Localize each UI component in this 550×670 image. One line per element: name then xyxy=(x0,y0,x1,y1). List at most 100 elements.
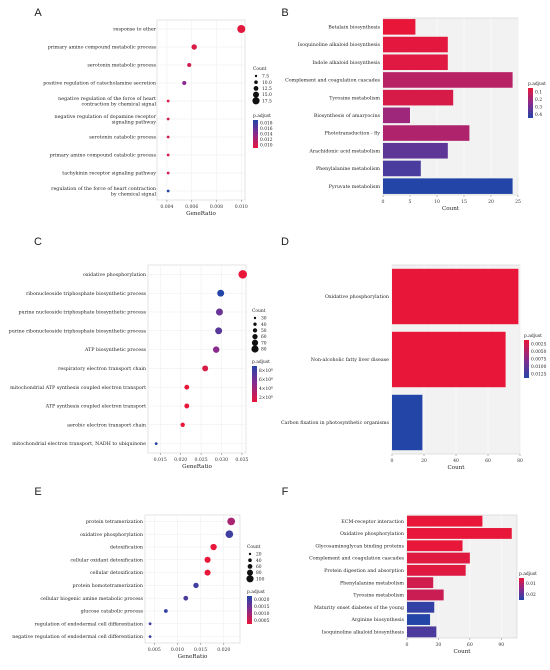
category-label: mitochondrial electron transport, NADH t… xyxy=(12,441,146,447)
bar xyxy=(383,142,448,159)
x-axis-title-e: GeneRatio xyxy=(178,654,208,660)
bar xyxy=(407,589,444,601)
x-tick-label: 30 xyxy=(435,642,441,648)
data-point xyxy=(187,62,192,68)
bar xyxy=(407,552,470,564)
size-legend-dot xyxy=(251,345,259,353)
size-legend-dot xyxy=(247,569,253,576)
data-point xyxy=(227,517,236,526)
x-tick-label: 0 xyxy=(391,458,394,464)
data-point xyxy=(204,556,211,563)
size-legend-label: 40 xyxy=(261,323,267,328)
size-legend-label: 80 xyxy=(256,571,262,576)
x-tick-label: 0 xyxy=(406,642,409,648)
x-tick-label: 0.010 xyxy=(171,647,184,653)
x-axis-title-d: Count xyxy=(447,465,465,471)
category-label: mitochondrial ATP synthesis coupled elec… xyxy=(10,385,146,391)
category-label: Tyrosine metabolism xyxy=(353,593,404,599)
panel-c: C 0.015 0.020 0.025 0.030 0.035 GeneRatio oxida… xyxy=(9,236,273,470)
data-point xyxy=(238,270,247,279)
bar xyxy=(392,268,519,325)
category-label: purine nucleoside triphosphate biosynthe… xyxy=(18,310,146,316)
x-tick-label: 0.010 xyxy=(235,204,248,210)
category-label: Isoquinoline alkaloid biosynthesis xyxy=(322,629,405,635)
category-label: ECM-receptor interaction xyxy=(341,519,404,525)
category-label: cellular oxidant detoxification xyxy=(70,557,143,563)
x-tick-label: 10 xyxy=(434,199,440,205)
data-point xyxy=(191,44,197,50)
panel-label-a: A xyxy=(34,7,42,19)
data-point xyxy=(180,422,185,427)
data-point xyxy=(166,99,170,103)
size-legend-dot xyxy=(252,328,258,333)
data-point xyxy=(184,403,190,409)
bar xyxy=(383,178,513,194)
category-label: tachykinin receptor signaling pathway xyxy=(62,171,156,177)
x-axis-title-c: GeneRatio xyxy=(182,464,212,470)
color-legend-title-a: p.adjust xyxy=(253,114,271,119)
category-label: respiratory electron transport chain xyxy=(58,366,146,372)
category-label: serotonin metabolic process xyxy=(87,63,156,69)
category-label: ATP synthesis coupled electron transport xyxy=(45,404,146,410)
color-legend-tick: 0.3 xyxy=(535,105,542,110)
category-label: purine ribonucleoside triphosphate biosy… xyxy=(9,328,147,334)
bar xyxy=(407,577,434,589)
data-point xyxy=(210,543,217,551)
size-legend-dot xyxy=(248,552,252,556)
x-tick-label: 0.025 xyxy=(195,457,208,463)
data-point xyxy=(166,171,170,175)
category-label: ATP biosynthetic process xyxy=(84,347,147,353)
bar xyxy=(407,564,466,576)
size-legend-label: 15.0 xyxy=(262,93,272,98)
category-label: Protein digestion and absorption xyxy=(324,568,404,574)
size-legend-dot xyxy=(253,316,257,320)
x-tick-label: 0.006 xyxy=(185,204,198,210)
size-legend-label: 100 xyxy=(256,577,265,582)
color-legend-title-d: p.adjust xyxy=(524,334,542,339)
bar xyxy=(383,89,454,106)
bar xyxy=(392,394,423,451)
x-tick-label: 0.020 xyxy=(174,457,187,463)
panel-label-d: D xyxy=(281,236,289,248)
x-tick-label: 0.008 xyxy=(210,204,223,210)
category-label: negative regulation of endodermal cell d… xyxy=(12,634,143,640)
category-label: Pyruvate metabolism xyxy=(329,184,381,190)
x-axis-title-f: Count xyxy=(453,649,471,655)
category-label: negative regulation of the force of hear… xyxy=(58,96,156,107)
plot-area-c xyxy=(147,264,247,454)
category-label: Phenylalanine metabolism xyxy=(316,166,380,172)
data-point xyxy=(166,117,170,121)
color-legend-title-e: p.adjust xyxy=(247,590,265,595)
color-legend-tick: 2×10⁸ xyxy=(259,395,273,401)
category-label: Isoquinoline alkaloid biosynthesis xyxy=(298,42,381,48)
size-legend-dot xyxy=(247,564,253,569)
x-tick-label: 0.015 xyxy=(194,647,207,653)
color-legend-tick: 0.0015 xyxy=(254,605,270,610)
category-label: Phototransduction - fly xyxy=(324,131,380,137)
category-label: Oxidative phosphorylation xyxy=(340,531,404,537)
category-label: Complement and coagulation cascades xyxy=(309,556,404,562)
x-tick-label: 0.030 xyxy=(215,457,228,463)
panel-d: D 0 20 40 60 80 Count Oxidative phosphorylation… xyxy=(281,236,547,471)
bar xyxy=(383,36,448,53)
bar xyxy=(407,515,483,527)
panel-a: A 0.004 0.006 0.008 0.010 GeneRatio response t… xyxy=(34,7,272,217)
category-label-line: regulation of the force of heart contrac… xyxy=(51,186,156,192)
category-label: Biosynthesis of amaryocins xyxy=(314,113,381,119)
color-legend-tick: 0.014 xyxy=(260,133,273,138)
data-point xyxy=(166,153,170,157)
color-bar xyxy=(247,596,252,624)
color-legend-tick: 0.016 xyxy=(260,127,273,132)
bar xyxy=(407,540,463,552)
size-legend-dot xyxy=(254,74,258,78)
bar xyxy=(407,601,435,613)
data-point xyxy=(154,442,158,445)
size-legend-dot xyxy=(253,322,257,326)
category-label: primary amino compound catabolic process xyxy=(50,153,157,159)
data-point xyxy=(166,135,170,139)
category-label: Oxidative phosphorylation xyxy=(325,294,389,300)
size-legend-label: 50 xyxy=(261,329,267,334)
data-point xyxy=(148,622,152,626)
x-tick-label: 0.020 xyxy=(217,647,230,653)
color-legend-tick: 0.02 xyxy=(526,593,536,598)
